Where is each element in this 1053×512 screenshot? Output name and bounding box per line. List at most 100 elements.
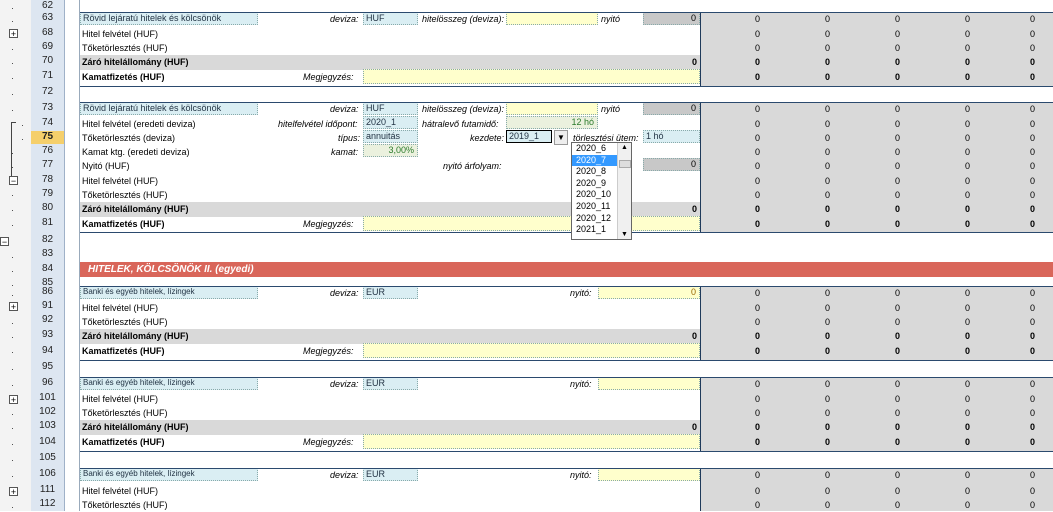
dropdown-option[interactable]: 2020_6 xyxy=(576,143,607,153)
deviza-field[interactable]: HUF xyxy=(363,12,418,25)
value-cell[interactable]: 0 xyxy=(754,14,760,24)
value-cell[interactable]: 0 xyxy=(894,331,900,341)
row-header[interactable]: 96 xyxy=(41,377,54,388)
block-title[interactable]: Rövid lejáratú hitelek és kölcsönök xyxy=(80,102,258,115)
value-cell[interactable]: 0 xyxy=(1029,394,1035,404)
row-header[interactable]: 106 xyxy=(39,468,56,479)
scroll-up-icon[interactable]: ▲ xyxy=(621,144,628,151)
nyito-field[interactable] xyxy=(598,377,700,390)
row-header[interactable]: 85 xyxy=(41,277,54,288)
scroll-down-icon[interactable]: ▼ xyxy=(621,231,628,238)
value-cell[interactable]: 0 xyxy=(964,394,970,404)
value-cell[interactable]: 0 xyxy=(894,190,900,200)
value-cell[interactable]: 0 xyxy=(1029,147,1035,157)
value-cell[interactable]: 0 xyxy=(824,331,830,341)
value-cell[interactable]: 0 xyxy=(1029,176,1035,186)
row-header[interactable]: 77 xyxy=(41,159,54,170)
utem-field[interactable]: 1 hó xyxy=(643,130,700,143)
value-cell[interactable]: 0 xyxy=(1029,500,1035,510)
block-title[interactable]: Banki és egyéb hitelek, lízingek xyxy=(80,377,258,390)
value-cell[interactable]: 0 xyxy=(754,303,760,313)
value-cell[interactable]: 0 xyxy=(964,161,970,171)
value-cell[interactable]: 0 xyxy=(964,317,970,327)
arfolyam-field[interactable]: 0 xyxy=(643,158,700,171)
value-cell[interactable]: 0 xyxy=(894,288,900,298)
row-header[interactable]: 68 xyxy=(41,27,54,38)
value-cell[interactable]: 0 xyxy=(1029,317,1035,327)
value-cell[interactable]: 0 xyxy=(824,500,830,510)
value-cell[interactable]: 0 xyxy=(894,219,900,229)
value-cell[interactable]: 0 xyxy=(824,346,830,356)
expand-group-button[interactable]: + xyxy=(9,395,18,405)
value-cell[interactable]: 0 xyxy=(894,176,900,186)
row-header[interactable]: 75 xyxy=(31,131,64,144)
value-cell[interactable]: 0 xyxy=(824,219,830,229)
value-cell[interactable]: 0 xyxy=(964,470,970,480)
value-cell[interactable]: 0 xyxy=(964,119,970,129)
value-cell[interactable]: 0 xyxy=(1029,14,1035,24)
value-cell[interactable]: 0 xyxy=(754,176,760,186)
value-cell[interactable]: 0 xyxy=(754,317,760,327)
value-cell[interactable]: 0 xyxy=(964,133,970,143)
value-cell[interactable]: 0 xyxy=(824,57,830,67)
dropdown-option[interactable]: 2020_7 xyxy=(572,154,631,167)
value-cell[interactable]: 0 xyxy=(824,437,830,447)
value-cell[interactable]: 0 xyxy=(754,331,760,341)
expand-group-button[interactable]: + xyxy=(9,29,18,39)
value-cell[interactable]: 0 xyxy=(1029,331,1035,341)
row-header[interactable]: 81 xyxy=(41,217,54,228)
value-cell[interactable]: 0 xyxy=(754,219,760,229)
nyito-field[interactable] xyxy=(598,468,700,481)
value-cell[interactable]: 0 xyxy=(964,486,970,496)
value-cell[interactable]: 0 xyxy=(964,104,970,114)
nyito-field[interactable]: 0 xyxy=(643,12,700,25)
value-cell[interactable]: 0 xyxy=(964,437,970,447)
value-cell[interactable]: 0 xyxy=(824,379,830,389)
value-cell[interactable]: 0 xyxy=(824,104,830,114)
value-cell[interactable]: 0 xyxy=(964,288,970,298)
value-cell[interactable]: 0 xyxy=(1029,190,1035,200)
value-cell[interactable]: 0 xyxy=(894,408,900,418)
value-cell[interactable]: 0 xyxy=(754,57,760,67)
value-cell[interactable]: 0 xyxy=(824,204,830,214)
value-cell[interactable]: 0 xyxy=(754,119,760,129)
value-cell[interactable]: 0 xyxy=(964,303,970,313)
dropdown-arrow-icon[interactable]: ▼ xyxy=(554,130,568,145)
row-header[interactable]: 95 xyxy=(41,361,54,372)
dropdown-option[interactable]: 2020_11 xyxy=(576,200,611,211)
row-header[interactable]: 102 xyxy=(39,406,56,417)
value-cell[interactable]: 0 xyxy=(754,408,760,418)
value-cell[interactable]: 0 xyxy=(964,29,970,39)
hitelosszeg-field[interactable] xyxy=(506,102,598,115)
block-title[interactable]: Banki és egyéb hitelek, lízingek xyxy=(80,468,258,481)
value-cell[interactable]: 0 xyxy=(894,147,900,157)
value-cell[interactable]: 0 xyxy=(754,288,760,298)
scroll-thumb[interactable] xyxy=(619,160,631,168)
row-header[interactable]: 101 xyxy=(39,392,56,403)
value-cell[interactable]: 0 xyxy=(894,104,900,114)
row-header[interactable]: 79 xyxy=(41,188,54,199)
value-cell[interactable]: 0 xyxy=(1029,161,1035,171)
value-cell[interactable]: 0 xyxy=(824,133,830,143)
value-cell[interactable]: 0 xyxy=(824,147,830,157)
value-cell[interactable]: 0 xyxy=(824,394,830,404)
value-cell[interactable]: 0 xyxy=(754,379,760,389)
value-cell[interactable]: 0 xyxy=(964,204,970,214)
value-cell[interactable]: 0 xyxy=(1029,204,1035,214)
value-cell[interactable]: 0 xyxy=(964,500,970,510)
value-cell[interactable]: 0 xyxy=(1029,72,1035,82)
value-cell[interactable]: 0 xyxy=(824,317,830,327)
hitelosszeg-field[interactable] xyxy=(506,12,598,25)
row-header[interactable]: 92 xyxy=(41,314,54,325)
value-cell[interactable]: 0 xyxy=(964,43,970,53)
value-cell[interactable]: 0 xyxy=(754,133,760,143)
deviza-field[interactable]: EUR xyxy=(363,468,418,481)
row-header[interactable]: 76 xyxy=(41,145,54,156)
dropdown-scrollbar[interactable]: ▲ ▼ xyxy=(617,143,631,239)
value-cell[interactable]: 0 xyxy=(894,204,900,214)
value-cell[interactable]: 0 xyxy=(964,147,970,157)
value-cell[interactable]: 0 xyxy=(754,161,760,171)
futamido-field[interactable]: 12 hó xyxy=(506,116,598,129)
row-header[interactable]: 111 xyxy=(39,484,56,495)
row-header[interactable]: 62 xyxy=(41,0,54,11)
